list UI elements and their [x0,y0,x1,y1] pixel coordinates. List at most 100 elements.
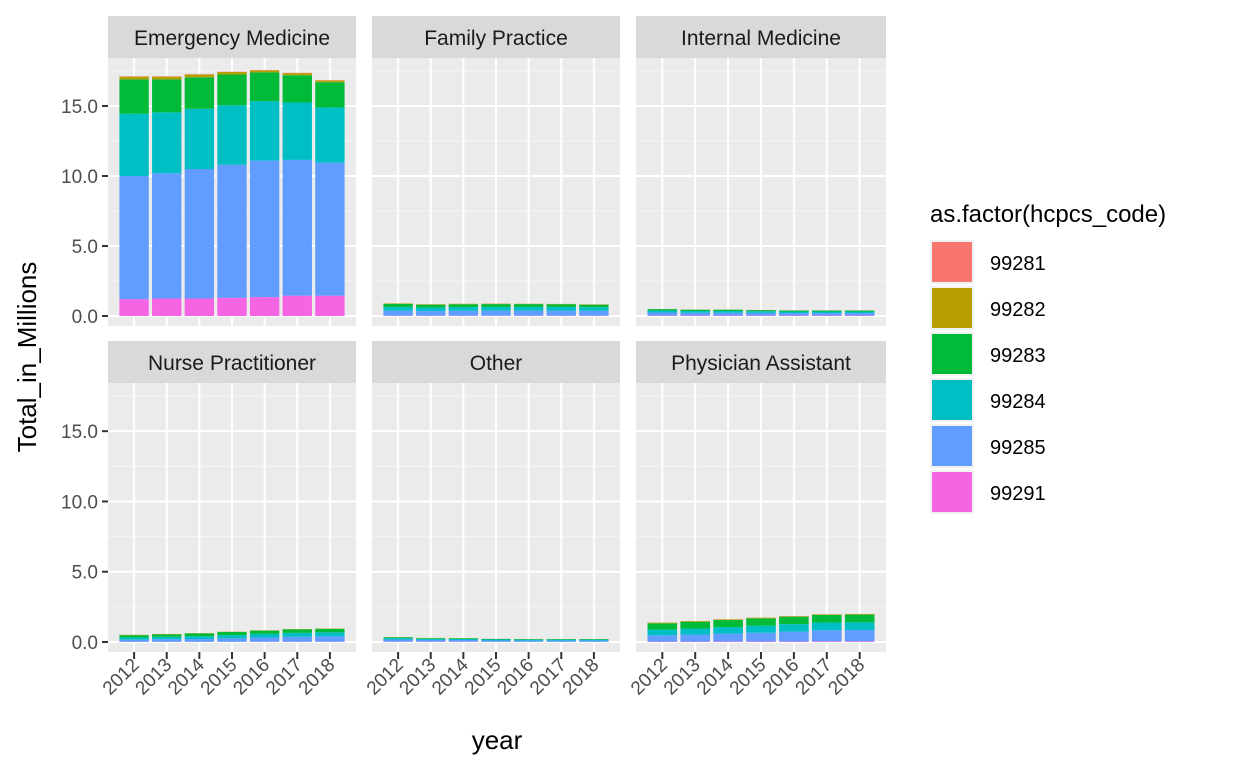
bar-segment-99283-2018 [579,639,608,640]
bar-segment-99285-2016 [514,311,543,316]
bar-segment-99284-2015 [481,639,510,640]
x-tick-label: 2012 [627,655,672,700]
x-tick-label: 2017 [526,655,571,700]
y-tick-label: 10.0 [61,167,98,188]
x-tick-label: 2018 [824,655,869,700]
bar-segment-99282-2018 [315,81,344,83]
bar-segment-99285-2017 [547,641,576,642]
y-axis-title: Total_in_Millions [12,262,42,453]
legend-item-99285: 99285 [930,424,1046,468]
bar-segment-99284-2015 [746,626,776,633]
bar-segment-99285-2014 [449,640,478,642]
x-tick-label: 2018 [559,655,604,700]
bar-segment-99284-2016 [779,312,809,314]
bar-segment-99283-2013 [152,634,181,637]
x-tick-label: 2016 [493,655,538,700]
x-tick-label: 2016 [229,655,274,700]
bar-segment-99285-2012 [383,639,412,641]
bar-segment-99285-2012 [648,635,678,641]
legend-item-99281: 99281 [930,240,1046,284]
panel-internal-medicine: Internal Medicine [636,16,886,326]
bar-segment-99284-2016 [514,307,543,311]
bar-segment-99284-2014 [185,636,214,639]
bar-segment-99283-2017 [812,615,842,623]
x-tick-label: 2014 [164,654,209,699]
legend-label-99291: 99291 [990,483,1046,505]
bar-segment-99284-2014 [185,109,214,169]
bar-segment-99282-2012 [648,623,678,624]
bar-segment-99284-2013 [416,307,445,311]
bar-segment-99291-2013 [152,299,181,317]
panel-nurse-practitioner: Nurse Practitioner0.05.010.015.020122013… [61,341,356,699]
bar-segment-99285-2015 [481,640,510,641]
bar-segment-99291-2015 [217,298,246,316]
bar-segment-99283-2015 [481,639,510,640]
bar-segment-99284-2018 [579,307,608,311]
bar-segment-99282-2013 [680,621,710,622]
bar-segment-99284-2017 [283,103,312,160]
x-tick-label: 2013 [396,655,441,700]
y-tick-label: 15.0 [61,97,98,118]
facet-label-other: Other [470,352,523,375]
bar-segment-99284-2014 [713,311,743,313]
legend-swatch-99285 [932,426,972,466]
bar-segment-99284-2012 [119,638,148,640]
bar-segment-99283-2015 [481,304,510,307]
bar-segment-99283-2015 [217,75,246,106]
bar-segment-99282-2016 [250,70,279,72]
bar-segment-99291-2015 [746,641,776,642]
bar-segment-99291-2014 [713,641,743,642]
legend-label-99285: 99285 [990,437,1046,459]
bar-segment-99283-2014 [449,304,478,307]
facet-label-emergency-medicine: Emergency Medicine [134,27,330,50]
legend-label-99284: 99284 [990,391,1046,413]
bar-segment-99283-2014 [713,310,743,311]
legend: as.factor(hcpcs_code) 992819928299283992… [930,201,1166,514]
bar-segment-99284-2013 [152,112,181,173]
bar-segment-99283-2013 [416,305,445,308]
bar-segment-99283-2015 [746,310,776,311]
bar-segment-99284-2013 [152,637,181,640]
bar-segment-99284-2015 [746,311,776,313]
bar-segment-99284-2013 [680,629,710,635]
bar-segment-99285-2014 [185,639,214,642]
bar-segment-99283-2013 [152,79,181,112]
bar-segment-99283-2012 [648,623,678,629]
bar-segment-99291-2014 [185,299,214,317]
bar-segment-99282-2015 [746,618,776,619]
bar-segment-99283-2012 [383,637,412,638]
y-tick-label: 0.0 [72,633,98,654]
x-tick-label: 2015 [197,655,242,700]
bar-segment-99284-2014 [713,627,743,633]
bar-segment-99285-2014 [713,313,743,316]
x-tick-label: 2012 [99,655,144,700]
bar-segment-99285-2015 [746,313,776,316]
bar-segment-99284-2012 [648,630,678,636]
legend-label-99281: 99281 [990,253,1046,275]
bar-segment-99284-2016 [779,624,809,631]
facet-label-internal-medicine: Internal Medicine [681,27,841,50]
legend-item-99283: 99283 [930,332,1046,376]
bar-segment-99282-2016 [779,616,809,617]
bar-segment-99283-2014 [185,77,214,109]
legend-item-99284: 99284 [930,378,1046,422]
x-tick-label: 2014 [693,654,738,699]
x-axis-title: year [472,725,523,755]
facet-label-physician-assistant: Physician Assistant [671,352,851,375]
bar-segment-99283-2013 [680,622,710,629]
bar-segment-99284-2018 [845,622,875,630]
bar-segment-99285-2013 [416,640,445,642]
bar-segment-99283-2012 [119,635,148,637]
bar-segment-99283-2017 [547,639,576,640]
bar-segment-99283-2013 [680,310,710,311]
bar-segment-99285-2017 [283,637,312,642]
facet-label-family-practice: Family Practice [424,27,568,50]
bar-segment-99284-2018 [315,107,344,162]
x-tick-label: 2017 [792,655,837,700]
bar-segment-99284-2014 [449,307,478,311]
bar-segment-99284-2012 [119,114,148,176]
bar-segment-99282-2012 [119,77,148,80]
